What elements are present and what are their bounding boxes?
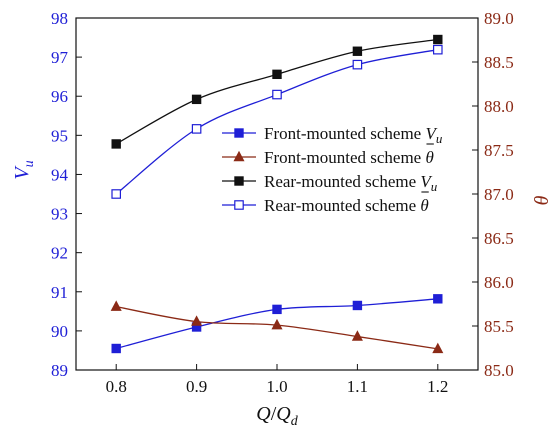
legend-label-symbol-1: θ <box>425 148 433 167</box>
series-2-point-3 <box>352 46 363 56</box>
legend-label-sub-0: u <box>436 131 443 146</box>
y-left-tick-label-8: 97 <box>51 48 69 67</box>
y-left-tick-label-1: 90 <box>51 322 68 341</box>
series-2-point-4 <box>433 34 443 45</box>
x-tick-label-1: 0.9 <box>186 377 207 396</box>
series-1-point-2 <box>271 318 283 330</box>
legend-marker-2 <box>234 176 244 186</box>
legend-label-name-0: Front-mounted scheme <box>264 124 425 143</box>
series-1-point-0 <box>110 300 122 311</box>
y-left-tick-label-7: 96 <box>51 87 68 106</box>
series-layer <box>110 34 444 354</box>
series-0-point-2 <box>272 304 282 315</box>
legend-marker-1 <box>233 150 245 162</box>
legend-label-name-1: Front-mounted scheme <box>264 148 425 167</box>
series-3-point-3 <box>352 59 363 70</box>
legend-label-symbol-0: V <box>425 124 438 143</box>
series-0-point-0 <box>111 343 121 354</box>
x-tick-label-2: 1.0 <box>266 377 287 396</box>
x-axis-title-q: Q <box>256 403 271 425</box>
legend-label-2: Rear-mounted scheme Vu <box>264 172 438 194</box>
x-axis-title-q2: Q <box>276 403 291 425</box>
y-left-tick-label-2: 91 <box>51 283 68 302</box>
y-left-tick-label-4: 93 <box>51 205 68 224</box>
y-right-axis-title-text: θ <box>529 195 550 205</box>
series-3-point-0 <box>111 189 121 199</box>
x-tick-label-0: 0.8 <box>106 377 127 396</box>
y-right-tick-label-3: 86.5 <box>484 229 514 248</box>
y-left-tick-label-5: 94 <box>51 165 69 184</box>
series-2-point-1 <box>191 94 202 105</box>
legend-label-name-3: Rear-mounted scheme <box>264 196 420 215</box>
y-right-tick-label-0: 85.0 <box>484 361 514 380</box>
legend-label-0: Front-mounted scheme Vu <box>264 124 443 146</box>
x-axis-title: Q/Qd <box>256 403 298 429</box>
series-0-point-4 <box>433 294 443 304</box>
y-right-tick-label-4: 87.0 <box>484 185 514 204</box>
y-left-tick-label-0: 89 <box>51 361 68 380</box>
y-left-axis-title: Vu <box>11 160 37 179</box>
legend-label-3: Rear-mounted scheme θ <box>264 196 429 215</box>
y-right-axis-title: θ <box>529 195 550 205</box>
x-axis-title-sub: d <box>291 414 299 429</box>
y-left-axis-title-sub: u <box>22 160 37 167</box>
y-right-tick-label-5: 87.5 <box>484 141 514 160</box>
x-tick-label-4: 1.2 <box>427 377 448 396</box>
y-left-tick-label-6: 95 <box>51 126 68 145</box>
tick-layer: 89 90 91 92 93 94 95 96 97 98 85.0 85.5 86.0 86.5 87.0… <box>51 9 514 396</box>
y-left-axis-title-main: V <box>11 165 33 180</box>
legend-label-name-2: Rear-mounted scheme <box>264 172 420 191</box>
y-right-tick-label-1: 85.5 <box>484 317 514 336</box>
y-right-tick-label-7: 88.5 <box>484 53 514 72</box>
plot-frame <box>75 17 479 371</box>
series-2-point-0 <box>111 139 121 149</box>
series-1-point-4 <box>432 342 444 354</box>
legend-label-1: Front-mounted scheme θ <box>264 148 434 167</box>
legend-marker-0 <box>234 128 244 138</box>
y-right-tick-label-2: 86.0 <box>484 273 514 292</box>
y-right-tick-label-8: 89.0 <box>484 9 514 28</box>
series-3-point-2 <box>272 89 282 100</box>
x-tick-label-3: 1.1 <box>347 377 368 396</box>
y-left-tick-label-3: 92 <box>51 244 68 263</box>
y-left-tick-label-9: 98 <box>51 9 68 28</box>
series-1-point-3 <box>351 330 363 341</box>
legend-label-sub-2: u <box>431 179 438 194</box>
series-3-point-1 <box>191 124 202 134</box>
legend-label-symbol-2: V <box>420 172 433 191</box>
series-1-point-1 <box>191 315 203 326</box>
y-right-tick-label-6: 88.0 <box>484 97 514 116</box>
legend-label-symbol-3: θ <box>420 196 428 215</box>
series-2-point-2 <box>272 69 282 80</box>
series-3-point-4 <box>433 44 443 55</box>
x-axis-title-slash: / <box>271 403 277 425</box>
legend-marker-3 <box>234 200 244 210</box>
series-0-point-3 <box>352 300 363 311</box>
